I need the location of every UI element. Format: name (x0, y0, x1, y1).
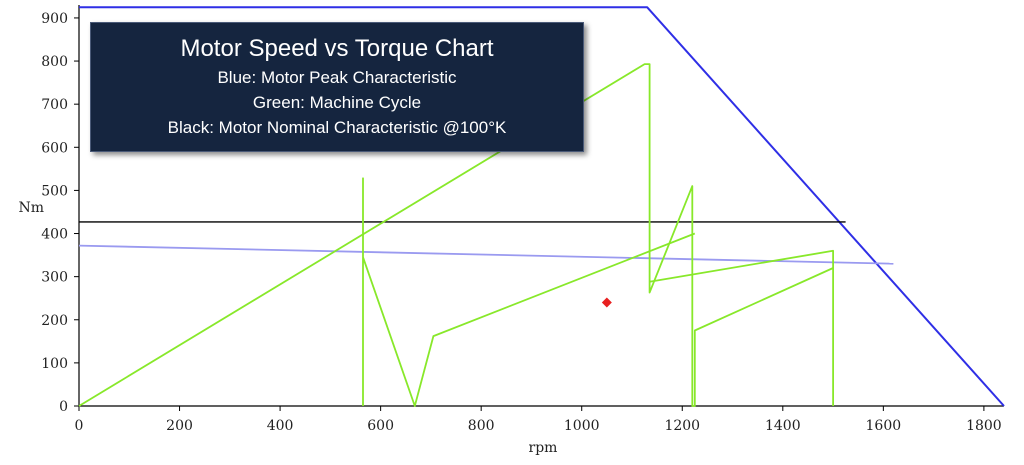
x-tick-label: 200 (166, 418, 193, 434)
x-tick-label: 0 (75, 418, 84, 434)
y-tick-label: 0 (59, 399, 68, 415)
motor-peak-line (79, 6, 1005, 407)
light-blue-line (78, 244, 894, 265)
axes: 0 200 400 600 800 1000 1200 1400 1600 1800 0 100 200… (41, 5, 1004, 434)
y-axis-label: Nm (18, 200, 44, 216)
y-tick-label: 600 (41, 140, 68, 156)
y-tick-label: 500 (41, 183, 68, 199)
x-tick-label: 1800 (966, 418, 1002, 434)
x-tick-label: 1400 (765, 418, 801, 434)
chart-title-box: Motor Speed vs Torque Chart Blue: Motor … (90, 22, 584, 152)
x-tick-label: 1200 (664, 418, 700, 434)
x-axis-label: rpm (529, 440, 558, 456)
y-tick-label: 400 (41, 227, 68, 243)
machine-cycle-line (78, 63, 834, 407)
series-layer (78, 6, 1005, 407)
x-tick-label: 1000 (564, 418, 600, 434)
x-tick-label: 400 (267, 418, 294, 434)
legend-line-blue: Blue: Motor Peak Characteristic (217, 68, 457, 87)
y-tick-label: 700 (41, 97, 68, 113)
machine-cycle-line (649, 249, 834, 283)
x-tick-label: 600 (367, 418, 394, 434)
x-tick-label: 800 (468, 418, 495, 434)
y-tick-label: 200 (41, 313, 68, 329)
data-point-marker (601, 297, 612, 308)
y-tick-label: 900 (41, 11, 68, 27)
machine-cycle-line (362, 177, 696, 407)
legend-line-green: Green: Machine Cycle (252, 93, 422, 112)
y-tick-label: 300 (41, 270, 68, 286)
x-tick-label: 1600 (866, 418, 902, 434)
points-layer (601, 297, 612, 308)
legend-line-black: Black: Motor Nominal Characteristic @100… (167, 118, 507, 137)
y-tick-label: 800 (41, 54, 68, 70)
y-tick-label: 100 (41, 356, 68, 372)
chart-title: Motor Speed vs Torque Chart (180, 35, 494, 62)
